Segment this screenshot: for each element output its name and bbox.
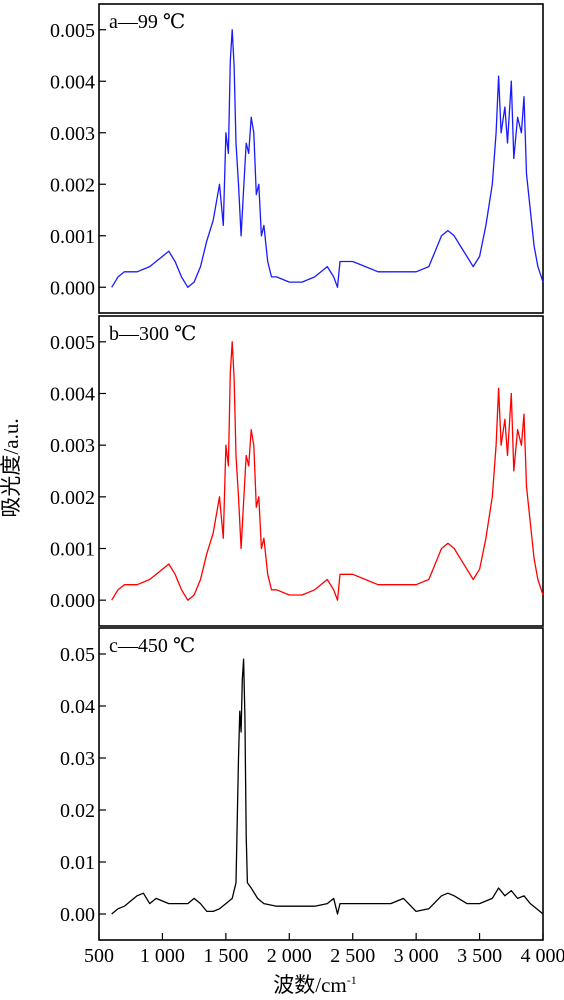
y-tick-label: 0.05 — [60, 644, 95, 666]
panel-2: 0.000 0.001 0.002 0.003 0.004 0.005 b—300 ℃ — [50, 315, 544, 627]
y-tick-label: 0.004 — [50, 71, 95, 93]
x-tick-label: 1 500 — [203, 945, 248, 967]
panel-frame — [98, 315, 544, 627]
series-line — [111, 29, 544, 288]
y-tick-label: 0.001 — [50, 539, 95, 561]
y-tick-label: 0.004 — [50, 384, 95, 406]
y-tick-label: 0.002 — [50, 174, 95, 196]
x-tick-label: 1 000 — [140, 945, 185, 967]
y-tick-label: 0.005 — [50, 332, 95, 354]
x-tick-label: 4 000 — [521, 945, 564, 967]
y-tick-label: 0.00 — [60, 904, 95, 926]
panel-label: a—99 ℃ — [109, 11, 185, 33]
panel-3: 0.00 0.01 0.02 0.03 0.04 0.05 c—450 ℃ — [60, 627, 544, 941]
y-tick-label: 0.000 — [50, 277, 95, 299]
panel-label: c—450 ℃ — [109, 635, 195, 657]
y-tick-label: 0.02 — [60, 800, 95, 822]
y-tick-label: 0.001 — [50, 226, 95, 248]
x-tick-label: 2 500 — [330, 945, 375, 967]
y-tick-label: 0.003 — [50, 123, 95, 145]
x-axis-label: 波数/cm-1 — [273, 973, 357, 997]
y-tick-label: 0.01 — [60, 852, 95, 874]
y-tick-label: 0.005 — [50, 20, 95, 42]
panel-1: 0.000 0.001 0.002 0.003 0.004 0.005 a—99 ℃ — [50, 3, 544, 314]
series-line — [111, 658, 544, 915]
series-line — [111, 341, 544, 601]
y-axis-label: 吸光度/a.u. — [0, 418, 23, 517]
panel-frame — [98, 627, 544, 941]
y-tick-label: 0.000 — [50, 590, 95, 612]
y-tick-label: 0.002 — [50, 487, 95, 509]
panel-label: b—300 ℃ — [109, 323, 196, 345]
x-tick-label: 3 000 — [394, 945, 439, 967]
x-tick-label: 500 — [84, 945, 114, 967]
x-tick-label: 3 500 — [457, 945, 502, 967]
y-tick-label: 0.03 — [60, 748, 95, 770]
x-tick-label: 2 000 — [267, 945, 312, 967]
y-tick-label: 0.04 — [60, 696, 95, 718]
y-tick-label: 0.003 — [50, 435, 95, 457]
panel-frame — [98, 3, 544, 314]
